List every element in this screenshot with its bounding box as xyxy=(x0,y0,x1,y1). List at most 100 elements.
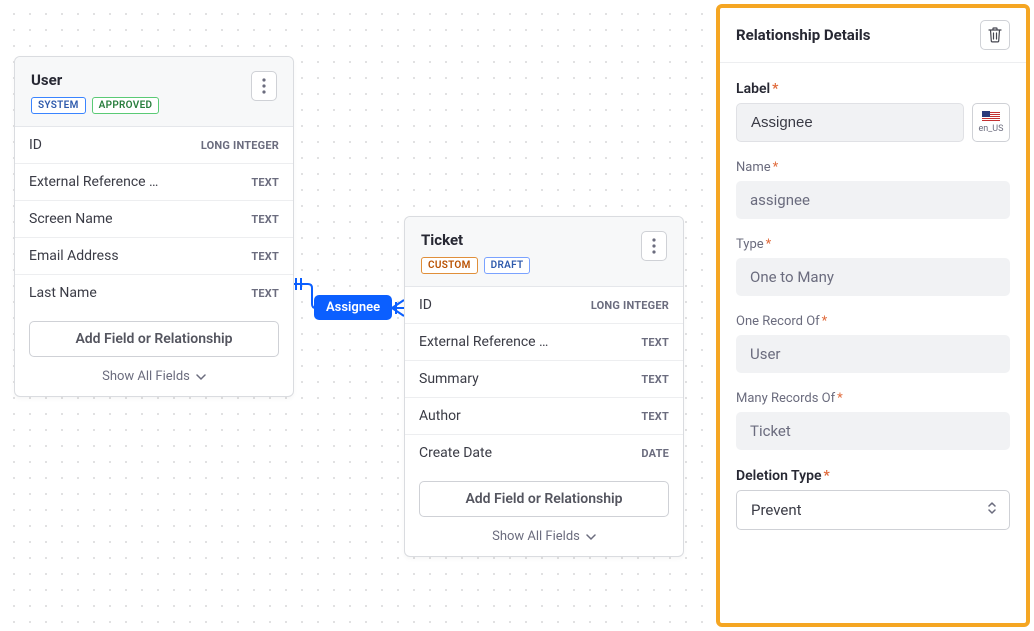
entity-header: User SYSTEM APPROVED xyxy=(15,57,293,127)
panel-title: Relationship Details xyxy=(736,26,870,44)
form-group-label: Label* en_US xyxy=(736,81,1010,142)
show-all-label: Show All Fields xyxy=(492,529,580,544)
field-type: TEXT xyxy=(251,250,279,263)
field-type: TEXT xyxy=(251,213,279,226)
field-type: TEXT xyxy=(641,373,669,386)
entity-menu-button[interactable] xyxy=(641,231,667,261)
field-row[interactable]: Last Name TEXT xyxy=(15,275,293,311)
chevron-down-icon xyxy=(196,372,206,382)
entity-head-left: User SYSTEM APPROVED xyxy=(31,71,159,114)
status-badge: CUSTOM xyxy=(421,257,478,274)
field-name: Author xyxy=(419,408,461,424)
flag-us-icon xyxy=(982,111,1000,122)
chevron-down-icon xyxy=(586,532,596,542)
label-input-row: en_US xyxy=(736,103,1010,142)
add-field-button[interactable]: Add Field or Relationship xyxy=(419,481,669,517)
relationship-details-panel: Relationship Details Label* xyxy=(716,4,1030,627)
app-root: Assignee User SYSTEM APPROVED ID LONG INTE… xyxy=(0,0,1034,631)
form-group-name: Name* assignee xyxy=(736,160,1010,219)
form-label: Deletion Type* xyxy=(736,468,1010,484)
field-row[interactable]: Author TEXT xyxy=(405,398,683,435)
one-record-field: User xyxy=(736,335,1010,373)
status-badge: APPROVED xyxy=(92,97,160,114)
field-row[interactable]: ID LONG INTEGER xyxy=(15,127,293,164)
deletion-type-select[interactable]: Prevent xyxy=(736,490,1010,530)
required-icon: * xyxy=(773,160,779,175)
field-name: Screen Name xyxy=(29,211,113,227)
label-text: Deletion Type xyxy=(736,468,821,484)
show-all-fields[interactable]: Show All Fields xyxy=(15,363,293,396)
label-text: Name xyxy=(736,160,771,175)
form-label: Many Records Of* xyxy=(736,391,1010,406)
required-icon: * xyxy=(823,468,829,484)
label-text: Type xyxy=(736,237,764,252)
field-name: Create Date xyxy=(419,445,492,461)
field-type: DATE xyxy=(641,447,669,460)
entity-card-ticket[interactable]: Ticket CUSTOMDRAFT IDLONG INTEGERExterna… xyxy=(404,216,684,557)
entity-fields: IDLONG INTEGERExternal Reference …TEXTSu… xyxy=(405,287,683,471)
field-name: ID xyxy=(419,297,432,313)
field-name: External Reference … xyxy=(419,334,548,350)
select-caret-icon xyxy=(987,501,997,519)
field-name: Email Address xyxy=(29,248,119,264)
field-row[interactable]: Create Date DATE xyxy=(405,435,683,471)
label-text: Label xyxy=(736,81,770,97)
form-label: Type* xyxy=(736,237,1010,252)
entity-card-user[interactable]: User SYSTEM APPROVED ID LONG INTEGER Extern… xyxy=(14,56,294,397)
trash-icon xyxy=(988,27,1002,43)
diagram-canvas[interactable]: Assignee User SYSTEM APPROVED ID LONG INTE… xyxy=(0,0,715,631)
add-field-button[interactable]: Add Field or Relationship xyxy=(29,321,279,357)
form-group-deletion-type: Deletion Type* Prevent xyxy=(736,468,1010,530)
form-group-one-record: One Record Of* User xyxy=(736,314,1010,373)
field-name: ID xyxy=(29,137,42,153)
relationship-label[interactable]: Assignee xyxy=(314,295,392,320)
field-name: External Reference … xyxy=(29,174,158,190)
locale-text: en_US xyxy=(979,124,1004,134)
locale-button[interactable]: en_US xyxy=(972,103,1010,142)
required-icon: * xyxy=(822,314,828,329)
entity-badges: SYSTEM APPROVED xyxy=(31,97,159,114)
form-label: One Record Of* xyxy=(736,314,1010,329)
type-field: One to Many xyxy=(736,258,1010,296)
label-text: Many Records Of xyxy=(736,391,835,406)
status-badge: SYSTEM xyxy=(31,97,86,114)
field-row[interactable]: IDLONG INTEGER xyxy=(405,287,683,324)
many-records-field: Ticket xyxy=(736,412,1010,450)
name-field: assignee xyxy=(736,181,1010,219)
field-type: LONG INTEGER xyxy=(201,139,279,152)
panel-header: Relationship Details xyxy=(720,20,1026,63)
panel-inner: Relationship Details Label* xyxy=(720,8,1026,623)
entity-head-left: Ticket CUSTOM DRAFT xyxy=(421,231,530,274)
field-row[interactable]: Screen Name TEXT xyxy=(15,201,293,238)
field-type: TEXT xyxy=(641,336,669,349)
entity-title: User xyxy=(31,71,159,89)
entity-title: Ticket xyxy=(421,231,530,249)
entity-fields: IDLONG INTEGERExternal Reference …TEXTSc… xyxy=(15,127,293,311)
show-all-label: Show All Fields xyxy=(102,369,190,384)
select-value: Prevent xyxy=(751,501,802,519)
form-group-many-records: Many Records Of* Ticket xyxy=(736,391,1010,450)
show-all-fields[interactable]: Show All Fields xyxy=(405,523,683,556)
field-type: TEXT xyxy=(641,410,669,423)
field-type: TEXT xyxy=(251,176,279,189)
kebab-icon xyxy=(262,78,266,94)
field-row[interactable]: Summary TEXT xyxy=(405,361,683,398)
field-row[interactable]: Email Address TEXT xyxy=(15,238,293,275)
form-label: Name* xyxy=(736,160,1010,175)
form-group-type: Type* One to Many xyxy=(736,237,1010,296)
field-name: Summary xyxy=(419,371,479,387)
entity-menu-button[interactable] xyxy=(251,71,277,101)
field-row[interactable]: External Reference … TEXT xyxy=(15,164,293,201)
required-icon: * xyxy=(772,81,778,97)
status-badge: DRAFT xyxy=(484,257,531,274)
field-name: Last Name xyxy=(29,285,97,301)
field-type: TEXT xyxy=(251,287,279,300)
delete-relationship-button[interactable] xyxy=(980,20,1010,50)
kebab-icon xyxy=(652,238,656,254)
label-input[interactable] xyxy=(736,103,964,142)
required-icon: * xyxy=(837,391,843,406)
label-text: One Record Of xyxy=(736,314,820,329)
required-icon: * xyxy=(766,237,772,252)
entity-badges: CUSTOM DRAFT xyxy=(421,257,530,274)
field-row[interactable]: External Reference … TEXT xyxy=(405,324,683,361)
